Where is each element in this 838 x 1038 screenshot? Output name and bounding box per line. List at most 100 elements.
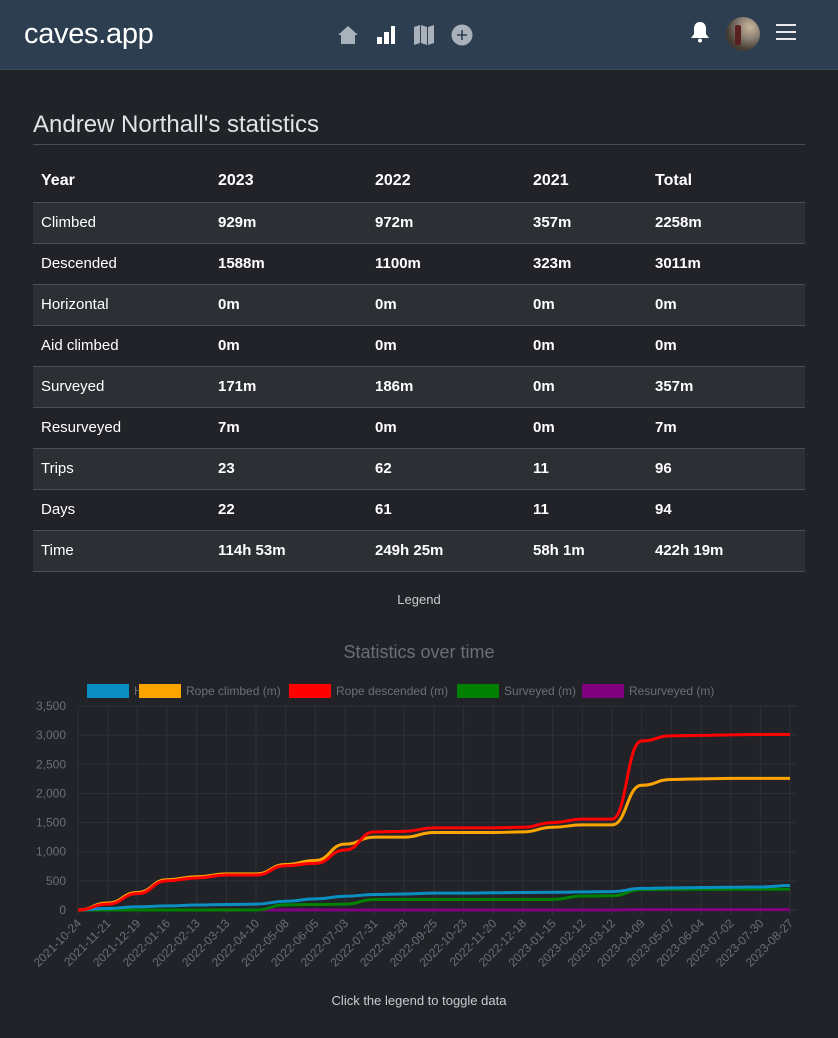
cell-value: 972m [367,202,525,244]
cell-value: 2258m [647,202,805,244]
cell-value: 0m [210,284,367,326]
table-row: Aid climbed 0m 0m 0m 0m [33,325,805,367]
legend-item[interactable]: Resurveyed (m) [582,684,714,698]
legend-swatch [582,684,624,698]
cell-value: 62 [367,448,525,490]
cell-value: 186m [367,366,525,408]
series-line-rope-descended-m [77,733,790,912]
legend-swatch [289,684,331,698]
cell-value: 11 [525,448,647,490]
cell-value: 0m [647,325,805,367]
home-icon[interactable] [336,22,360,48]
chart-title: Statistics over time [343,642,494,662]
hamburger-menu-icon[interactable] [776,23,796,45]
row-label: Trips [33,448,210,490]
cell-value: 7m [210,407,367,449]
cell-value: 114h 53m [210,530,367,572]
legend-label: Rope climbed (m) [186,684,281,698]
chart-footnote: Click the legend to toggle data [331,993,507,1008]
cell-value: 929m [210,202,367,244]
column-header: 2021 [525,161,647,203]
brand-logo[interactable]: caves.app [24,18,154,50]
cell-value: 11 [525,489,647,531]
cell-value: 323m [525,243,647,285]
row-label: Surveyed [33,366,210,408]
avatar[interactable] [726,17,760,51]
legend-swatch [139,684,181,698]
y-tick-label: 0 [59,903,66,917]
row-label: Time [33,530,210,572]
y-tick-label: 3,000 [36,728,66,742]
cell-value: 171m [210,366,367,408]
map-icon[interactable] [412,22,436,48]
cell-value: 61 [367,489,525,531]
cell-value: 96 [647,448,805,490]
legend-label: Rope descended (m) [336,684,448,698]
bell-icon[interactable] [690,21,710,47]
table-row: Descended 1588m 1100m 323m 3011m [33,243,805,285]
cell-value: 58h 1m [525,530,647,572]
cell-value: 357m [647,366,805,408]
row-label: Climbed [33,202,210,244]
table-row: Surveyed 171m 186m 0m 357m [33,366,805,408]
legend-label: Legend [397,591,441,607]
stats-bars-icon[interactable] [374,22,398,48]
cell-value: 249h 25m [367,530,525,572]
cell-value: 0m [647,284,805,326]
legend-swatch [87,684,129,698]
cell-value: 0m [525,284,647,326]
table-row: Time 114h 53m 249h 25m 58h 1m 422h 19m [33,530,805,572]
table-row: Horizontal 0m 0m 0m 0m [33,284,805,326]
column-header: Year [33,161,210,203]
y-tick-label: 2,000 [36,786,66,800]
cell-value: 0m [367,284,525,326]
cell-value: 422h 19m [647,530,805,572]
series-line-hours [77,884,791,912]
row-label: Days [33,489,210,531]
legend-item[interactable]: Surveyed (m) [457,684,576,698]
row-label: Aid climbed [33,325,210,367]
statistics-chart: Statistics over timeHoursRope climbed (m… [31,642,797,970]
y-tick-label: 2,500 [36,757,66,771]
column-header: 2023 [210,161,367,203]
cell-value: 0m [210,325,367,367]
cell-value: 0m [367,325,525,367]
legend-label: Resurveyed (m) [629,684,714,698]
table-row: Days 22 61 11 94 [33,489,805,531]
table-row: Trips 23 62 11 96 [33,448,805,490]
cell-value: 23 [210,448,367,490]
nav-links [336,22,474,48]
add-circle-icon[interactable] [450,22,474,48]
table-header-row: Year 2023 2022 2021 Total [33,161,805,203]
column-header: Total [647,161,805,203]
cell-value: 0m [525,407,647,449]
column-header: 2022 [367,161,525,203]
y-tick-label: 3,500 [36,699,66,713]
y-tick-label: 1,000 [36,845,66,859]
cell-value: 1588m [210,243,367,285]
cell-value: 0m [525,325,647,367]
cell-value: 22 [210,489,367,531]
cell-value: 3011m [647,243,805,285]
legend-swatch [457,684,499,698]
legend-item[interactable]: Rope descended (m) [289,684,448,698]
nav-right [690,17,796,51]
row-label: Resurveyed [33,407,210,449]
cell-value: 1100m [367,243,525,285]
statistics-table: Year 2023 2022 2021 Total Climbed 929m 972… [33,161,805,572]
page-title: Andrew Northall's statistics [33,111,805,145]
cell-value: 7m [647,407,805,449]
y-tick-label: 500 [46,874,66,888]
row-label: Descended [33,243,210,285]
cell-value: 0m [525,366,647,408]
navbar: caves.app [0,0,838,70]
table-row: Climbed 929m 972m 357m 2258m [33,202,805,244]
cell-value: 357m [525,202,647,244]
y-tick-label: 1,500 [36,816,66,830]
cell-value: 0m [367,407,525,449]
row-label: Horizontal [33,284,210,326]
table-row: Resurveyed 7m 0m 0m 7m [33,407,805,449]
legend-item[interactable]: Rope climbed (m) [139,684,281,698]
cell-value: 94 [647,489,805,531]
legend-label: Surveyed (m) [504,684,576,698]
